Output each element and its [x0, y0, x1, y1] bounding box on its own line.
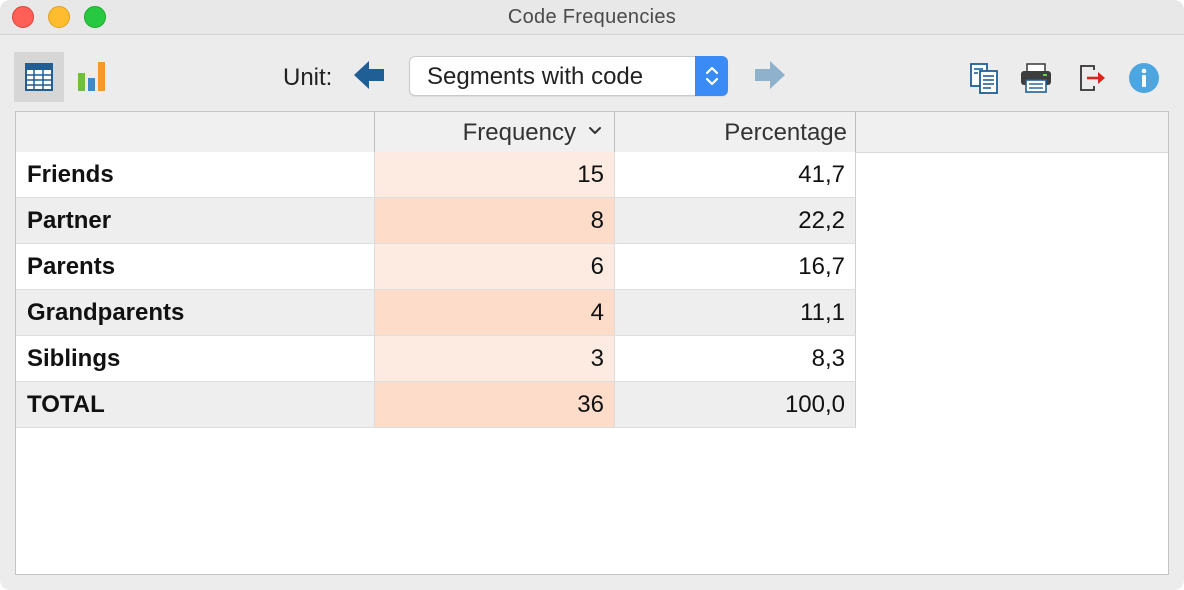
info-button[interactable]: [1120, 54, 1168, 102]
window-title: Code Frequencies: [507, 6, 677, 28]
chevron-down-icon: [589, 127, 601, 134]
print-button[interactable]: [1012, 54, 1060, 102]
percentage-cell: 8,3: [615, 336, 856, 382]
export-icon: [1080, 65, 1105, 91]
unit-select[interactable]: Segments with code: [409, 56, 728, 96]
percentage-cell: 22,2: [615, 198, 856, 244]
arrow-left-icon: [354, 61, 384, 89]
percentage-cell: 16,7: [615, 244, 856, 290]
bar-chart-icon: [78, 62, 105, 91]
percentage-cell: 11,1: [615, 290, 856, 336]
table-view-button[interactable]: [14, 52, 64, 102]
copy-button[interactable]: [960, 54, 1008, 102]
arrow-right-icon: [755, 61, 785, 89]
unit-select-value: Segments with code: [427, 63, 644, 90]
table-header: Frequency Percentage: [16, 112, 1168, 153]
column-header-name[interactable]: [16, 112, 375, 152]
percentage-cell: 100,0: [615, 382, 856, 428]
frequency-cell: 6: [375, 244, 615, 290]
table-row[interactable]: Friends 15 41,7: [16, 152, 856, 198]
minimize-button[interactable]: [48, 6, 70, 28]
next-unit-button[interactable]: [750, 55, 790, 95]
frequency-cell: 3: [375, 336, 615, 382]
table-row-total[interactable]: TOTAL 36 100,0: [16, 382, 856, 428]
frequency-cell: 4: [375, 290, 615, 336]
row-label-cell: Grandparents: [16, 290, 375, 336]
column-header-percentage[interactable]: Percentage: [615, 112, 856, 152]
table-row[interactable]: Partner 8 22,2: [16, 198, 856, 244]
unit-label: Unit:: [283, 64, 333, 91]
percentage-cell: 41,7: [615, 152, 856, 198]
title-bar: Code Frequencies: [0, 0, 1184, 35]
zoom-button[interactable]: [84, 6, 106, 28]
select-stepper-icon[interactable]: [695, 56, 728, 96]
copy-icon: [970, 63, 998, 94]
table-row[interactable]: Grandparents 4 11,1: [16, 290, 856, 336]
row-label-cell: Friends: [16, 152, 375, 198]
row-label-cell: Partner: [16, 198, 375, 244]
frequency-cell: 15: [375, 152, 615, 198]
frequency-cell: 36: [375, 382, 615, 428]
row-label-cell: TOTAL: [16, 382, 375, 428]
frequency-table: Frequency Percentage Friends 15 41,7 Par…: [15, 111, 1169, 575]
info-icon: [1129, 63, 1159, 93]
frequency-cell: 8: [375, 198, 615, 244]
toolbar: Unit: Segments with code: [0, 35, 1184, 111]
row-label-cell: Parents: [16, 244, 375, 290]
previous-unit-button[interactable]: [349, 55, 389, 95]
row-label-cell: Siblings: [16, 336, 375, 382]
printer-icon: [1021, 63, 1051, 93]
table-icon: [25, 63, 53, 91]
chart-view-button[interactable]: [68, 52, 116, 100]
column-header-frequency[interactable]: Frequency: [375, 112, 615, 152]
export-button[interactable]: [1068, 54, 1116, 102]
table-row[interactable]: Parents 6 16,7: [16, 244, 856, 290]
close-button[interactable]: [12, 6, 34, 28]
table-row[interactable]: Siblings 3 8,3: [16, 336, 856, 382]
